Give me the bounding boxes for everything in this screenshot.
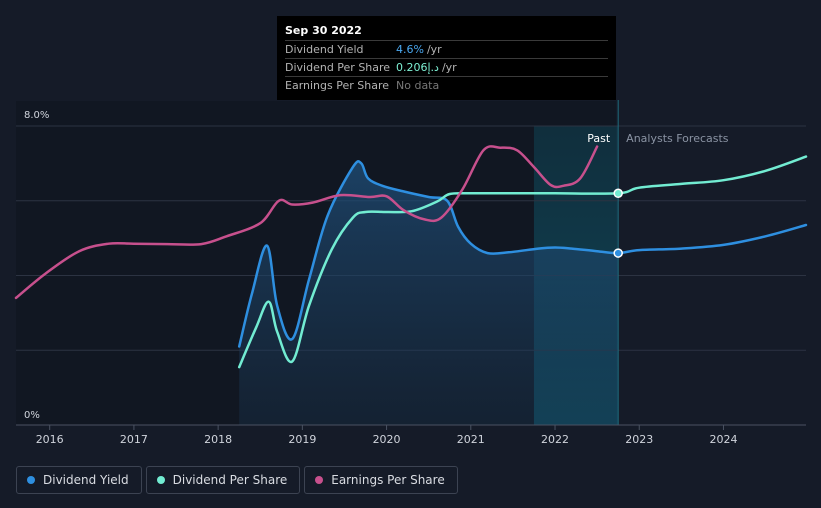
tooltip-row-dps: Dividend Per Share 0.206د.إ /yr: [285, 58, 608, 76]
legend-dot-icon: [27, 476, 35, 484]
forecast-label: Analysts Forecasts: [626, 132, 729, 145]
x-tick-label: 2016: [36, 433, 64, 446]
tooltip: Sep 30 2022 Dividend Yield 4.6% /yr Divi…: [277, 16, 616, 100]
x-tick-label: 2024: [709, 433, 737, 446]
legend-item-dividend-per-share[interactable]: Dividend Per Share: [145, 466, 301, 494]
earnings-per-share-line: [14, 145, 599, 300]
tooltip-date: Sep 30 2022: [285, 24, 362, 37]
x-tick-label: 2021: [457, 433, 485, 446]
x-tick-label: 2022: [541, 433, 569, 446]
dividend-per-share-line: [237, 155, 808, 369]
tooltip-suffix: /yr: [426, 43, 442, 56]
y-label-bottom: 0%: [24, 410, 40, 421]
tooltip-value: No data: [396, 79, 440, 92]
x-tick-label: 2019: [288, 433, 316, 446]
y-label-top: 8.0%: [24, 110, 49, 121]
tooltip-value: 4.6%: [396, 43, 424, 56]
tooltip-row-eps: Earnings Per Share No data: [285, 76, 608, 94]
legend: Dividend Yield Dividend Per Share Earnin…: [16, 466, 458, 494]
legend-item-earnings-per-share[interactable]: Earnings Per Share: [304, 466, 458, 494]
tooltip-label: Dividend Yield: [285, 43, 364, 56]
dividend-yield-line: [237, 160, 808, 348]
dividend-yield-area: [239, 161, 619, 425]
tooltip-label: Earnings Per Share: [285, 79, 390, 92]
dividend-yield-marker-point: [613, 248, 623, 258]
x-tick-label: 2017: [120, 433, 148, 446]
legend-label: Dividend Per Share: [172, 473, 288, 487]
x-tick-label: 2020: [373, 433, 401, 446]
tooltip-value: 0.206د.إ: [396, 61, 439, 74]
legend-label: Dividend Yield: [43, 473, 129, 487]
legend-label: Earnings Per Share: [331, 473, 445, 487]
tooltip-suffix: /yr: [441, 61, 457, 74]
legend-dot-icon: [315, 476, 324, 484]
dividend-per-share-marker-point: [613, 188, 623, 199]
tooltip-label: Dividend Per Share: [285, 61, 391, 74]
x-tick-label: 2023: [625, 433, 653, 446]
past-label: Past: [587, 132, 611, 145]
legend-dot-icon: [156, 476, 165, 484]
legend-item-dividend-yield[interactable]: Dividend Yield: [16, 466, 142, 494]
x-tick-label: 2018: [204, 433, 232, 446]
tooltip-row-yield: Dividend Yield 4.6% /yr: [285, 40, 608, 58]
